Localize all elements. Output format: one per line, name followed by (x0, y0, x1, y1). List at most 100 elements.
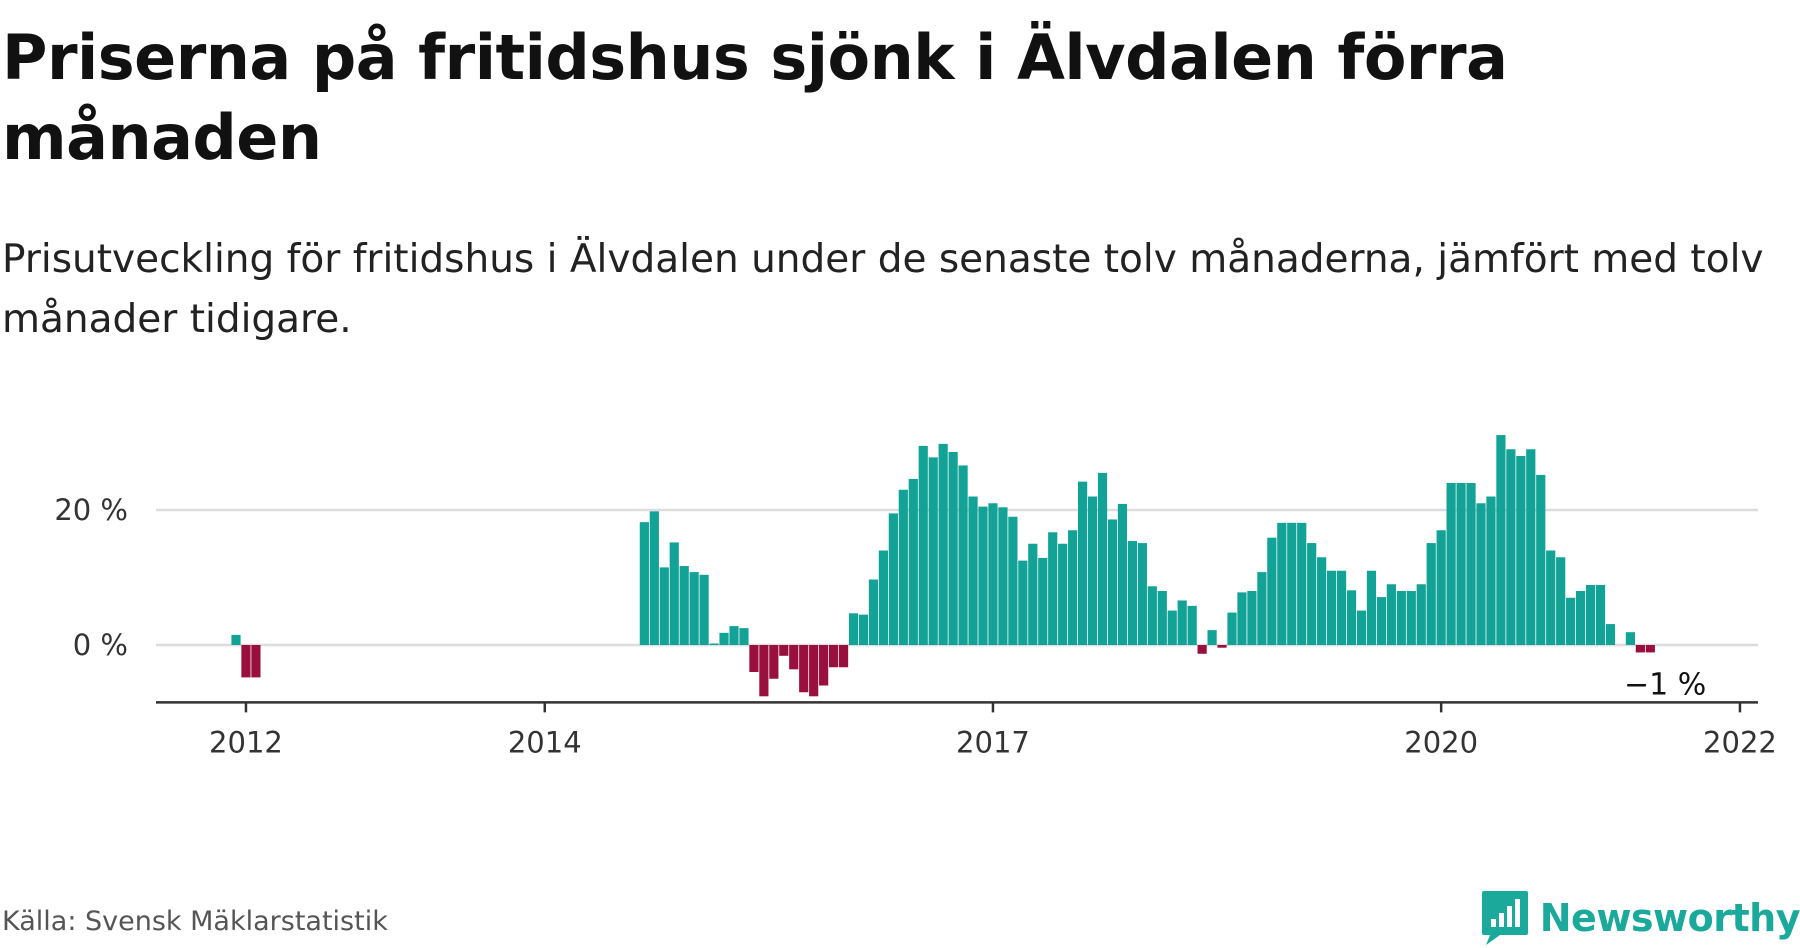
bar (898, 489, 908, 645)
bar (1038, 557, 1048, 646)
bar (1317, 557, 1327, 645)
x-tick-label: 2020 (1404, 725, 1478, 759)
bar (679, 566, 689, 645)
bar (1416, 584, 1426, 645)
x-tick-label: 2012 (209, 725, 283, 759)
chart-title: Priserna på fritidshus sjönk i Älvdalen … (2, 21, 1508, 174)
bar (1157, 591, 1167, 645)
brand-name: Newsworthy (1539, 896, 1800, 940)
bar (1237, 592, 1247, 645)
bar (1576, 591, 1586, 645)
bar (699, 574, 709, 645)
bar (769, 645, 779, 679)
newsworthy-logo-icon (1481, 891, 1528, 945)
bar (998, 507, 1008, 645)
bar (1645, 645, 1655, 653)
bar (241, 645, 251, 678)
bar (1476, 503, 1486, 645)
bar (1436, 530, 1446, 645)
x-axis (156, 701, 1758, 713)
bar (1117, 503, 1128, 645)
bar (1595, 584, 1606, 646)
bar (1297, 522, 1307, 645)
bar (1625, 632, 1635, 645)
bar (1018, 560, 1028, 646)
bar (719, 632, 729, 645)
bar (1506, 449, 1516, 645)
bar (1107, 519, 1118, 645)
bar (978, 506, 988, 646)
bar (1536, 474, 1546, 645)
labels: 0 % 20 % 2012 2014 2017 2020 2022 −1 % (54, 493, 1777, 759)
bar (888, 513, 898, 646)
bar (1197, 645, 1207, 654)
bar (1257, 572, 1267, 645)
bar (1546, 550, 1556, 645)
last-value-label: −1 % (1624, 667, 1706, 702)
chart-subtitle: Prisutveckling för fritidshus i Älvdalen… (2, 237, 1764, 342)
x-tick-label: 2017 (956, 725, 1030, 759)
brand-logo[interactable]: Newsworthy (1480, 888, 1800, 948)
bar (878, 550, 888, 645)
bar (1048, 532, 1058, 645)
bar (1177, 600, 1187, 645)
bar (1028, 543, 1038, 645)
bar (1167, 610, 1177, 645)
bar (1307, 543, 1317, 645)
bar (809, 645, 819, 697)
bar (848, 613, 859, 646)
bar (819, 645, 829, 686)
bar (858, 614, 869, 646)
bar (649, 511, 659, 645)
bar (1097, 472, 1108, 646)
y-tick-label: 0 % (73, 628, 128, 662)
bar (709, 643, 719, 645)
bar (938, 443, 948, 645)
bar (968, 496, 978, 645)
x-tick-label: 2022 (1703, 725, 1777, 759)
bar (1267, 537, 1277, 646)
bar (1396, 591, 1406, 645)
bar (1446, 483, 1456, 645)
bar-chart: 0 % 20 % 2012 2014 2017 2020 2022 −1 % (54, 435, 1777, 759)
bar (1058, 543, 1068, 645)
bar (689, 572, 699, 645)
bar (838, 645, 849, 668)
bar (1376, 597, 1386, 645)
bar (1585, 584, 1596, 646)
bar (1247, 591, 1257, 645)
bar (1566, 597, 1576, 645)
bar (1087, 496, 1098, 645)
bar (1556, 557, 1566, 645)
bar (251, 645, 261, 678)
bar (729, 626, 739, 645)
bar (958, 465, 968, 645)
bar (749, 645, 759, 672)
bar (659, 567, 669, 646)
bar (739, 628, 749, 646)
bar (1386, 584, 1396, 645)
bar (1327, 570, 1337, 645)
bar (1078, 481, 1088, 645)
bar (1466, 483, 1476, 645)
bar (1526, 449, 1536, 645)
bar (1127, 541, 1137, 645)
bars (231, 435, 1655, 697)
bar (799, 645, 809, 693)
bar (1187, 605, 1197, 645)
bar (1277, 522, 1287, 645)
bar (639, 522, 649, 645)
bar (1356, 610, 1367, 645)
y-tick-label: 20 % (54, 493, 128, 527)
bar (1496, 435, 1506, 645)
bar (988, 503, 998, 645)
bar (1346, 590, 1357, 645)
bar (1227, 612, 1237, 645)
bar (918, 445, 928, 646)
bar (789, 645, 799, 670)
bar (1207, 630, 1217, 645)
bar (1287, 522, 1297, 645)
bar (1366, 570, 1377, 645)
bar (1605, 624, 1616, 645)
bar (779, 645, 789, 656)
